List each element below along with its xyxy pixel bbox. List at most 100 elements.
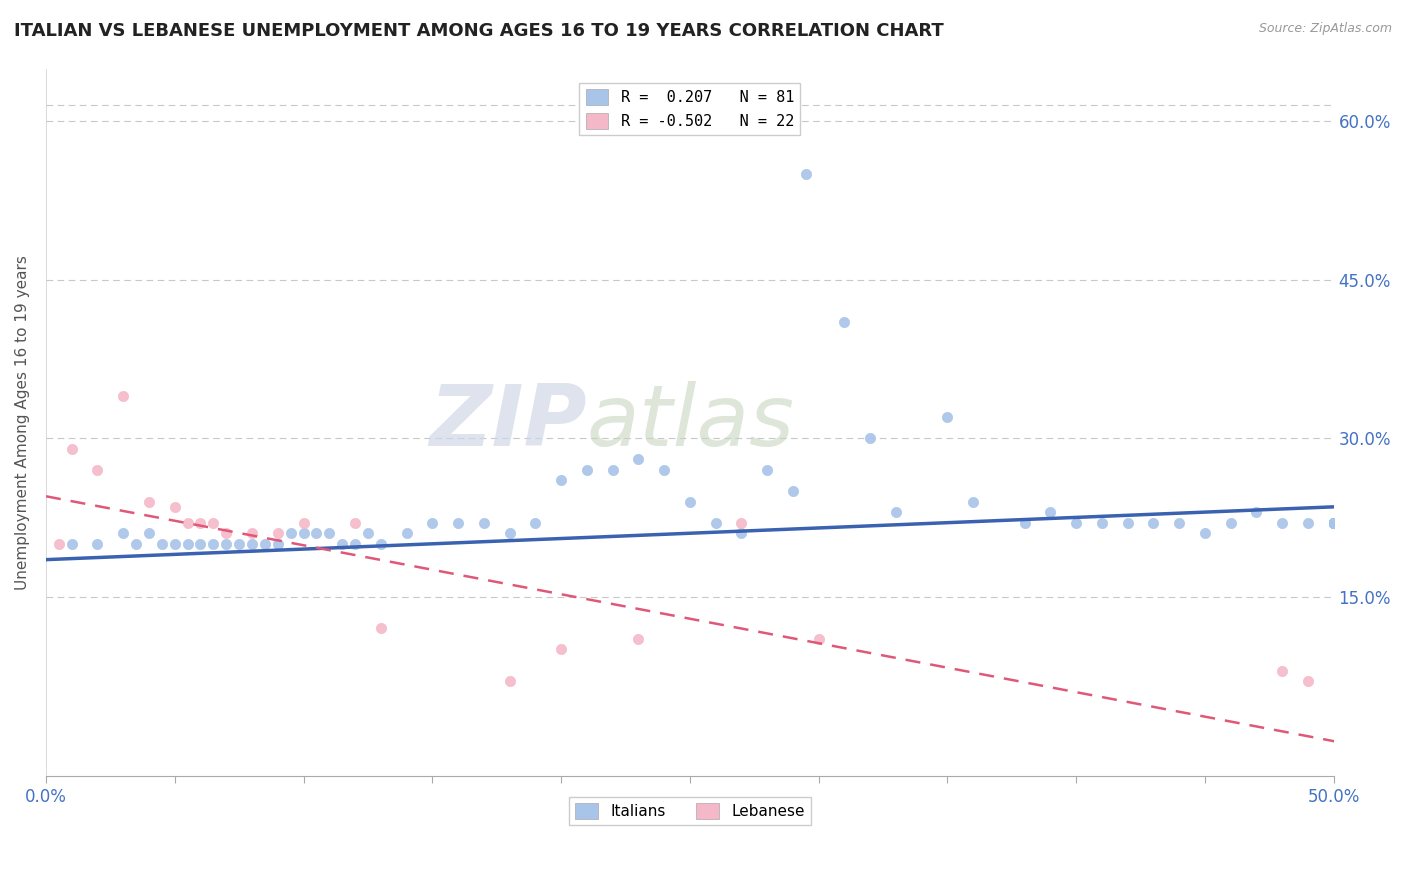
Point	[370, 537, 392, 551]
Point	[357, 526, 380, 541]
Point	[834, 315, 856, 329]
Point	[163, 537, 186, 551]
Point	[267, 537, 290, 551]
Point	[756, 463, 779, 477]
Point	[292, 516, 315, 530]
Text: ITALIAN VS LEBANESE UNEMPLOYMENT AMONG AGES 16 TO 19 YEARS CORRELATION CHART: ITALIAN VS LEBANESE UNEMPLOYMENT AMONG A…	[14, 22, 943, 40]
Point	[1323, 516, 1346, 530]
Point	[1142, 516, 1164, 530]
Point	[176, 537, 198, 551]
Point	[782, 483, 804, 498]
Point	[1323, 516, 1346, 530]
Point	[1323, 516, 1346, 530]
Point	[679, 494, 702, 508]
Point	[627, 452, 650, 467]
Point	[1323, 516, 1346, 530]
Point	[1168, 516, 1191, 530]
Point	[1246, 505, 1268, 519]
Point	[190, 516, 212, 530]
Point	[602, 463, 624, 477]
Point	[1323, 516, 1346, 530]
Point	[305, 526, 328, 541]
Point	[215, 537, 238, 551]
Point	[112, 526, 135, 541]
Point	[704, 516, 727, 530]
Point	[859, 431, 882, 445]
Point	[138, 526, 160, 541]
Point	[1271, 664, 1294, 678]
Point	[112, 389, 135, 403]
Point	[48, 537, 70, 551]
Point	[1323, 516, 1346, 530]
Point	[936, 410, 959, 425]
Point	[176, 516, 198, 530]
Point	[498, 526, 520, 541]
Point	[447, 516, 470, 530]
Point	[1323, 516, 1346, 530]
Point	[1323, 516, 1346, 530]
Point	[1323, 516, 1346, 530]
Point	[1296, 516, 1319, 530]
Point	[524, 516, 547, 530]
Point	[163, 500, 186, 514]
Y-axis label: Unemployment Among Ages 16 to 19 years: Unemployment Among Ages 16 to 19 years	[15, 255, 30, 590]
Point	[86, 537, 108, 551]
Point	[1039, 505, 1062, 519]
Point	[1323, 516, 1346, 530]
Point	[1323, 516, 1346, 530]
Point	[794, 167, 817, 181]
Point	[1323, 516, 1346, 530]
Point	[1014, 516, 1036, 530]
Point	[1219, 516, 1241, 530]
Point	[730, 516, 752, 530]
Point	[1194, 526, 1216, 541]
Point	[807, 632, 830, 646]
Point	[472, 516, 495, 530]
Point	[1323, 516, 1346, 530]
Point	[1323, 516, 1346, 530]
Text: atlas: atlas	[586, 381, 794, 464]
Point	[1323, 516, 1346, 530]
Legend: Italians, Lebanese: Italians, Lebanese	[569, 797, 811, 825]
Point	[253, 537, 276, 551]
Point	[884, 505, 907, 519]
Point	[1323, 516, 1346, 530]
Point	[86, 463, 108, 477]
Point	[550, 642, 572, 657]
Point	[1064, 516, 1087, 530]
Text: ZIP: ZIP	[429, 381, 586, 464]
Point	[962, 494, 984, 508]
Point	[1323, 516, 1346, 530]
Point	[292, 526, 315, 541]
Point	[228, 537, 250, 551]
Point	[730, 526, 752, 541]
Point	[498, 674, 520, 689]
Point	[330, 537, 353, 551]
Point	[1296, 674, 1319, 689]
Point	[343, 516, 366, 530]
Point	[280, 526, 302, 541]
Point	[395, 526, 418, 541]
Point	[125, 537, 148, 551]
Point	[215, 526, 238, 541]
Point	[190, 537, 212, 551]
Point	[627, 632, 650, 646]
Point	[1323, 516, 1346, 530]
Point	[1323, 516, 1346, 530]
Point	[652, 463, 675, 477]
Point	[1323, 516, 1346, 530]
Point	[1323, 516, 1346, 530]
Point	[138, 494, 160, 508]
Point	[1091, 516, 1114, 530]
Point	[267, 526, 290, 541]
Point	[240, 526, 263, 541]
Point	[1323, 516, 1346, 530]
Point	[202, 537, 225, 551]
Text: Source: ZipAtlas.com: Source: ZipAtlas.com	[1258, 22, 1392, 36]
Point	[575, 463, 598, 477]
Point	[550, 474, 572, 488]
Point	[1116, 516, 1139, 530]
Point	[1323, 516, 1346, 530]
Point	[202, 516, 225, 530]
Point	[420, 516, 443, 530]
